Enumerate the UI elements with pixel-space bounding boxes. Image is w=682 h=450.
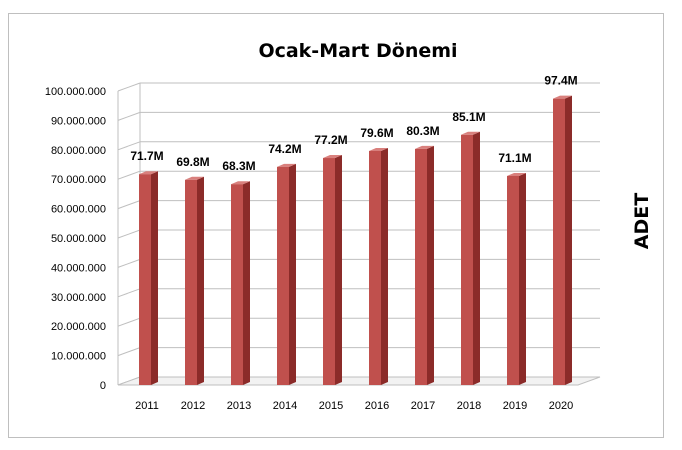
data-label: 71.7M: [130, 149, 163, 163]
data-label: 77.2M: [314, 133, 347, 147]
y-tick-label: 30.000.000: [51, 292, 106, 304]
data-label: 79.6M: [360, 126, 393, 140]
y-tick-label: 80.000.000: [51, 145, 106, 157]
data-label: 69.8M: [176, 155, 209, 169]
chart-title: Ocak-Mart Dönemi: [258, 40, 457, 62]
data-label: 80.3M: [406, 124, 439, 138]
bar: [461, 131, 480, 385]
bar: [369, 147, 388, 385]
y-tick-label: 70.000.000: [51, 174, 106, 186]
bar-front: [415, 148, 427, 385]
data-labels: 71.7M 69.8M 68.3M 74.2M 77.2M 79.6M 80.3M 85.1M…: [130, 74, 577, 174]
bar-top: [461, 131, 480, 135]
bar-top: [323, 155, 342, 159]
bar-top: [231, 181, 250, 185]
bar-front: [185, 179, 197, 385]
bar-side: [289, 163, 296, 385]
bar-side: [335, 155, 342, 385]
y-tick-label: 0: [100, 380, 106, 392]
bar-front: [369, 150, 381, 385]
bar-front: [231, 184, 243, 385]
y-axis-label: ADET: [631, 193, 653, 249]
data-label: 68.3M: [222, 159, 255, 173]
y-tick-label: 40.000.000: [51, 262, 106, 274]
bar: [185, 176, 204, 385]
bar: [231, 181, 250, 385]
y-tick-label: 60.000.000: [51, 204, 106, 216]
y-tick-label: 20.000.000: [51, 321, 106, 333]
bar-top: [553, 95, 572, 99]
bar-side: [381, 147, 388, 385]
bar: [507, 172, 526, 385]
bar: [323, 155, 342, 385]
bar-top: [507, 172, 526, 176]
y-tick-label: 10.000.000: [51, 351, 106, 363]
bar-front: [139, 174, 151, 385]
bar-side: [151, 171, 158, 385]
data-label: 97.4M: [544, 74, 577, 88]
data-label: 71.1M: [498, 151, 531, 165]
bar-top: [415, 145, 434, 149]
y-tick-label: 50.000.000: [51, 233, 106, 245]
bar-side: [519, 172, 526, 385]
x-tick-label: 2016: [365, 400, 389, 412]
bar-side: [473, 131, 480, 385]
y-tick-label: 90.000.000: [51, 115, 106, 127]
bar-side: [243, 181, 250, 385]
bar-top: [139, 171, 158, 175]
bar-front: [553, 98, 565, 386]
bar: [553, 95, 572, 386]
y-tick-label: 100.000.000: [45, 86, 106, 98]
tick-labels: 0 10.000.000 20.000.000 30.000.000 40.000.00…: [45, 86, 573, 412]
x-tick-label: 2014: [273, 400, 297, 412]
bar: [139, 171, 158, 385]
bar-top: [185, 176, 204, 180]
bar-side: [197, 176, 204, 385]
x-tick-label: 2011: [135, 400, 159, 412]
x-tick-label: 2018: [457, 400, 481, 412]
data-label: 74.2M: [268, 142, 301, 156]
bar-front: [461, 134, 473, 385]
bar-top: [277, 163, 296, 167]
bar-top: [369, 147, 388, 151]
bar-side: [427, 145, 434, 385]
bar: [415, 145, 434, 385]
bars: [139, 95, 572, 386]
bar: [277, 163, 296, 385]
bar-front: [277, 166, 289, 385]
x-tick-label: 2019: [503, 400, 527, 412]
bar-front: [323, 158, 335, 385]
x-tick-label: 2017: [411, 400, 435, 412]
x-tick-label: 2015: [319, 400, 343, 412]
bar-front: [507, 175, 519, 385]
x-tick-label: 2012: [181, 400, 205, 412]
x-tick-label: 2020: [549, 400, 573, 412]
x-tick-label: 2013: [227, 400, 251, 412]
bar-side: [565, 95, 572, 386]
data-label: 85.1M: [452, 110, 485, 124]
